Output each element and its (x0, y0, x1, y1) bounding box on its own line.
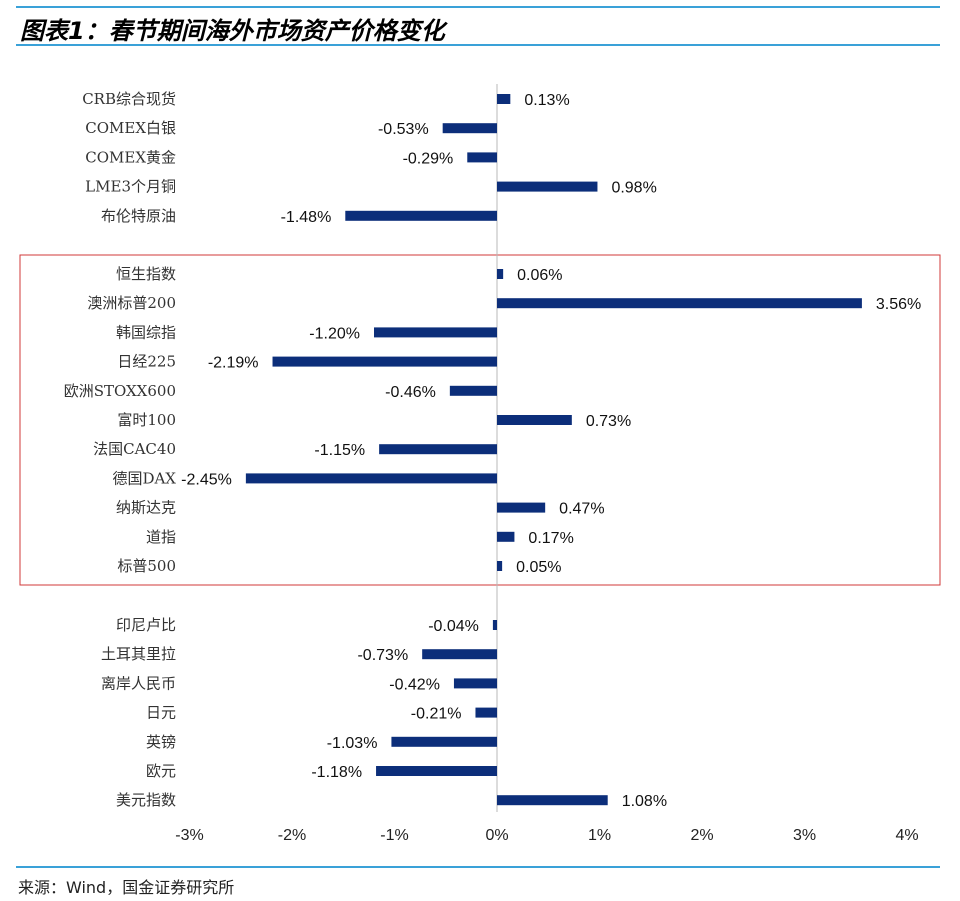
bar (449, 385, 497, 396)
data-label: 0.98% (611, 180, 656, 197)
category-label: 纳斯达克 (116, 499, 176, 517)
category-label: 日经225 (117, 353, 176, 371)
source-divider (16, 866, 940, 868)
bar (497, 94, 511, 104)
data-label: -0.46% (385, 384, 436, 401)
title-bar: 图表1：春节期间海外市场资产价格变化 (16, 6, 940, 46)
bar (497, 415, 572, 425)
category-label: 欧元 (146, 762, 176, 780)
data-label: 0.73% (586, 413, 631, 430)
bar (391, 736, 497, 747)
bar (475, 707, 497, 718)
category-label: 日元 (146, 704, 176, 722)
category-label: 美元指数 (116, 791, 176, 809)
data-label: -0.29% (403, 150, 454, 167)
data-label: -0.53% (378, 121, 429, 138)
category-label: 英镑 (146, 733, 176, 751)
data-label: -0.04% (428, 618, 479, 635)
category-label: 富时100 (117, 411, 176, 429)
data-label: -1.18% (311, 764, 362, 781)
x-tick-label: 3% (793, 827, 816, 844)
x-tick-label: 1% (588, 827, 611, 844)
bar (497, 269, 504, 279)
data-label: 0.13% (524, 92, 569, 109)
figure-title: 图表1：春节期间海外市场资产价格变化 (20, 17, 445, 45)
bar (379, 444, 497, 455)
data-label: 0.17% (528, 530, 573, 547)
category-label: 标普500 (117, 557, 176, 575)
category-label: 澳洲标普200 (87, 294, 176, 312)
category-label: 布伦特原油 (101, 207, 176, 225)
bar (345, 210, 497, 221)
bar (376, 766, 497, 776)
category-label: COMEX黄金 (85, 148, 176, 166)
data-label: -0.42% (389, 676, 440, 693)
data-label: -1.48% (281, 209, 332, 226)
category-label: 德国DAX (112, 469, 176, 487)
data-label: 3.56% (876, 296, 921, 313)
bar (497, 561, 503, 571)
bar (453, 678, 497, 689)
data-label: -1.15% (314, 442, 365, 459)
data-label: -2.45% (181, 471, 232, 488)
x-tick-label: -2% (278, 827, 306, 844)
bar (272, 356, 497, 367)
category-label: 印尼卢比 (116, 616, 176, 634)
x-tick-label: 0% (485, 827, 508, 844)
data-label: 1.08% (622, 793, 667, 810)
x-tick-label: 2% (690, 827, 713, 844)
data-label: 0.05% (516, 559, 561, 576)
category-label: LME3个月铜 (85, 178, 176, 196)
data-label: -2.19% (208, 355, 259, 372)
category-label: 欧洲STOXX600 (64, 382, 176, 400)
x-tick-label: -1% (380, 827, 408, 844)
bar (442, 123, 497, 134)
category-label: 道指 (146, 528, 176, 546)
category-label: 韩国综指 (116, 323, 176, 341)
bar (422, 649, 497, 660)
bar (467, 152, 497, 163)
bar (492, 620, 497, 630)
bar (374, 327, 497, 338)
data-label: 0.06% (517, 267, 562, 284)
category-label: 土耳其里拉 (101, 645, 176, 663)
category-label: 法国CAC40 (93, 440, 176, 458)
x-tick-label: -3% (175, 827, 203, 844)
bar (497, 298, 862, 309)
data-label: 0.47% (559, 501, 604, 518)
data-label: -0.73% (357, 647, 408, 664)
x-tick-label: 4% (895, 827, 918, 844)
category-label: CRB综合现货 (82, 90, 176, 108)
data-label: -0.21% (411, 706, 462, 723)
data-label: -1.03% (327, 735, 378, 752)
bar (497, 531, 515, 542)
category-label: 离岸人民币 (101, 674, 176, 692)
bar (497, 181, 598, 192)
category-label: COMEX白银 (85, 119, 176, 137)
highlight-box-equity_indices (19, 254, 941, 586)
category-label: 恒生指数 (116, 265, 176, 283)
bar (497, 795, 608, 806)
bar (245, 473, 497, 484)
data-label: -1.20% (309, 325, 360, 342)
source-note: 来源：Wind，国金证券研究所 (18, 878, 235, 897)
bar (497, 502, 546, 513)
